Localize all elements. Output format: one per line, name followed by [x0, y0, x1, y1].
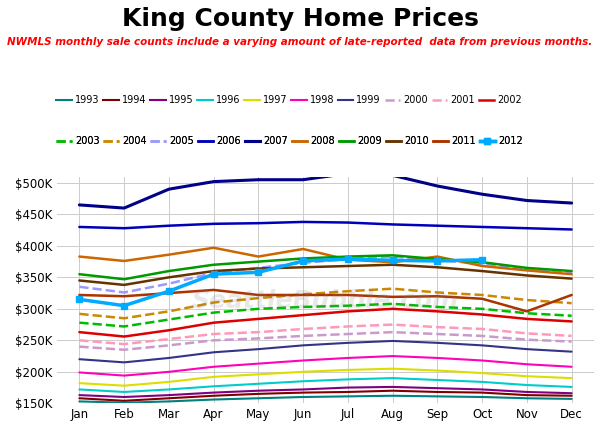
- Text: King County Home Prices: King County Home Prices: [122, 7, 478, 31]
- Text: SeattleBubble.com: SeattleBubble.com: [192, 289, 459, 313]
- Legend: 2003, 2004, 2005, 2006, 2007, 2008, 2009, 2010, 2011, 2012: 2003, 2004, 2005, 2006, 2007, 2008, 2009…: [56, 136, 523, 146]
- Text: NWMLS monthly sale counts include a varying amount of late-reported  data from p: NWMLS monthly sale counts include a vary…: [7, 37, 593, 47]
